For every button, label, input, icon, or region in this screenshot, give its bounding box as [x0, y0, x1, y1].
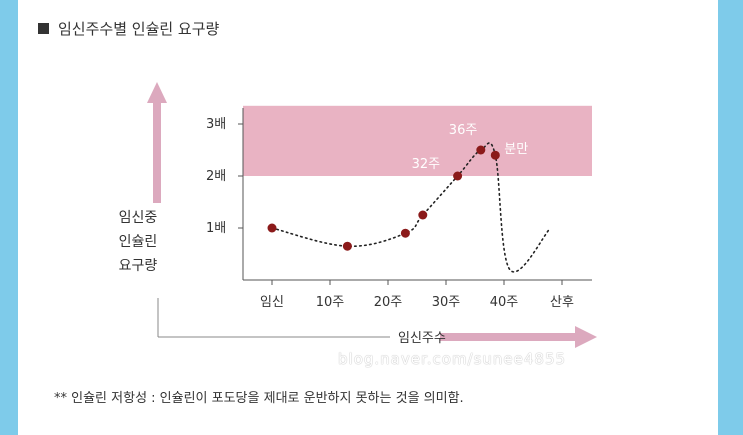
annotation-36-weeks: 36주: [449, 123, 478, 138]
data-point-marker: [267, 223, 277, 233]
y-tick-label-2: 2배: [206, 169, 226, 184]
annotation-delivery: 분만: [504, 142, 528, 157]
insulin-curve: [271, 142, 552, 273]
data-point-marker: [342, 241, 352, 251]
data-markers: [267, 145, 500, 251]
x-tick-label-0: 임신: [260, 295, 284, 310]
x-axis-title: 임신주수: [398, 331, 446, 346]
y-ticks: 1배 2배 3배: [206, 117, 243, 236]
heading-square-icon: [38, 23, 49, 34]
x-tick-label-30: 30주: [432, 295, 461, 310]
x-direction-arrow: 임신주수: [157, 298, 597, 348]
y-direction-arrow: [147, 82, 167, 203]
chart-heading: 임신주수별 인슐린 요구량: [38, 18, 219, 39]
chart-title: 임신주수별 인슐린 요구량: [58, 20, 220, 38]
x-ticks: 임신 10주 20주 30주 40주 산후: [260, 280, 574, 310]
y-tick-label-1: 1배: [206, 221, 226, 236]
y-tick-label-3: 3배: [206, 117, 226, 132]
y-axis-title-line-3: 요구량: [118, 258, 158, 274]
x-tick-label-10: 10주: [316, 295, 345, 310]
insulin-band: [243, 105, 592, 176]
data-point-marker: [453, 171, 463, 181]
chart-panel: [18, 0, 718, 435]
footnote: ** 인슐린 저항성 : 인슐린이 포도당을 제대로 운반하지 못하는 것을 의…: [54, 391, 464, 406]
x-tick-label-40: 40주: [490, 295, 519, 310]
x-tick-label-postpartum: 산후: [550, 295, 574, 310]
annotation-32-weeks: 32주: [412, 157, 441, 172]
data-point-marker: [490, 150, 500, 160]
data-point-marker: [400, 228, 410, 238]
y-axis-title: 임신중 인슐린 요구량: [108, 206, 168, 278]
data-point-marker: [476, 145, 486, 155]
watermark: blog.naver.com/sunee4855: [338, 350, 567, 368]
y-axis-title-line-2: 인슐린: [118, 234, 158, 250]
data-point-marker: [418, 210, 428, 220]
y-axis-title-line-1: 임신중: [118, 210, 158, 226]
x-tick-label-20: 20주: [374, 295, 403, 310]
